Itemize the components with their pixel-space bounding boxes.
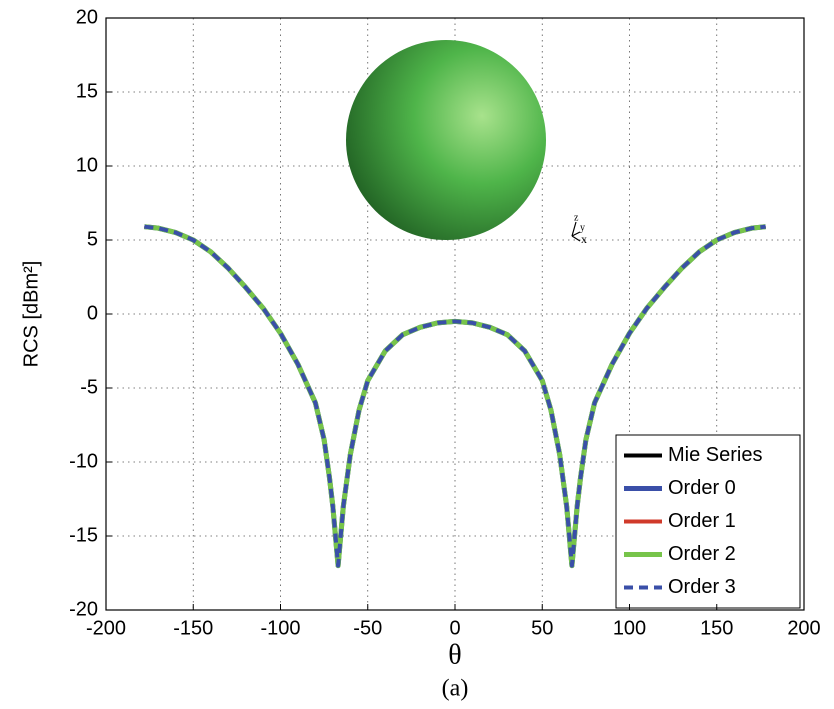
series-line xyxy=(144,224,766,568)
sphere-image xyxy=(346,40,546,240)
x-tick-label: 0 xyxy=(449,617,460,639)
triad-line xyxy=(571,231,581,237)
y-tick-label: 20 xyxy=(76,6,98,28)
x-tick-label: -150 xyxy=(173,617,213,639)
triad-label: y xyxy=(580,222,585,233)
x-tick-label: 50 xyxy=(531,617,553,639)
y-tick-label: 15 xyxy=(76,80,98,102)
y-tick-label: -20 xyxy=(69,598,98,620)
x-axis-label: θ xyxy=(448,639,461,670)
y-tick-label: -15 xyxy=(69,524,98,546)
legend-label: Order 2 xyxy=(668,543,736,565)
x-tick-label: 150 xyxy=(700,617,733,639)
triad-label: z xyxy=(574,212,579,223)
caption: (a) xyxy=(442,676,469,702)
triad-label: x xyxy=(581,232,587,246)
y-axis-label: RCS [dBm²] xyxy=(20,261,42,368)
y-tick-label: 0 xyxy=(87,302,98,324)
legend-label: Order 1 xyxy=(668,510,736,532)
y-tick-label: -5 xyxy=(80,376,98,398)
y-tick-label: 10 xyxy=(76,154,98,176)
y-tick-label: -10 xyxy=(69,450,98,472)
x-tick-label: -50 xyxy=(353,617,382,639)
legend: Mie Series Order 0 Order 1 Order 2 Order 3 xyxy=(615,434,801,609)
x-tick-label: -200 xyxy=(86,617,126,639)
legend-label: Order 3 xyxy=(668,576,736,598)
x-tick-label: 200 xyxy=(787,617,820,639)
triad-line xyxy=(571,235,581,242)
triad-line xyxy=(571,221,577,237)
x-tick-label: 100 xyxy=(613,617,646,639)
axis-triad xyxy=(571,221,581,242)
legend-label: Mie Series xyxy=(668,444,762,466)
lines xyxy=(144,224,766,569)
y-tick-label: 5 xyxy=(87,228,98,250)
x-tick-label: -100 xyxy=(260,617,300,639)
legend-label: Order 0 xyxy=(668,477,736,499)
